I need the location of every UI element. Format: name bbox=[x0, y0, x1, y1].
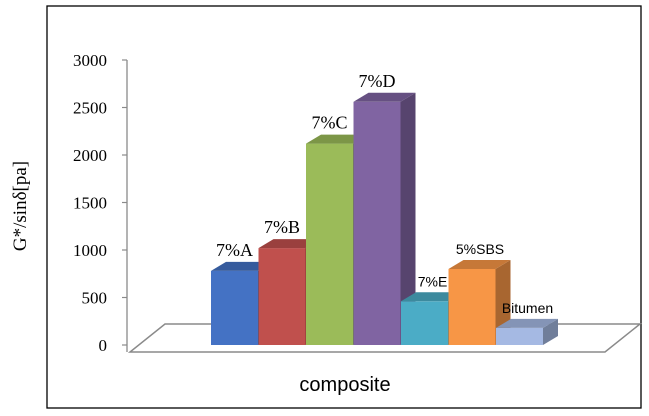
y-tick-label: 1500 bbox=[73, 194, 107, 213]
bars bbox=[211, 92, 558, 345]
bar-front bbox=[353, 101, 401, 345]
bar-top bbox=[496, 318, 558, 328]
bar-7 bbox=[496, 318, 558, 345]
bar-front bbox=[401, 301, 448, 345]
y-tick-label: 0 bbox=[99, 336, 108, 355]
bar-front bbox=[448, 269, 496, 345]
y-tick-label: 1000 bbox=[73, 241, 107, 260]
data-label-3: 7%C bbox=[312, 113, 348, 133]
bar-front bbox=[258, 248, 306, 345]
y-tick-label: 2500 bbox=[73, 99, 107, 118]
bar-side bbox=[543, 318, 558, 345]
y-tick-label: 2000 bbox=[73, 146, 107, 165]
bar-front bbox=[211, 270, 258, 345]
data-label-6: 5%SBS bbox=[456, 241, 504, 257]
bar-top bbox=[353, 92, 416, 102]
data-label-2: 7%B bbox=[264, 217, 300, 237]
bar-front bbox=[306, 143, 353, 345]
bar-top bbox=[258, 239, 321, 249]
data-label-7: Bitumen bbox=[502, 300, 553, 316]
y-axis-ticks: 0 500 1000 1500 2000 2500 3000 bbox=[73, 51, 127, 355]
data-label-1: 7%A bbox=[216, 240, 253, 260]
y-tick-label: 500 bbox=[82, 289, 108, 308]
y-tick-label: 3000 bbox=[73, 51, 107, 70]
data-label-4: 7%D bbox=[359, 71, 396, 91]
bar-top bbox=[401, 292, 463, 302]
bar-top bbox=[448, 260, 511, 269]
bar-top bbox=[306, 134, 368, 144]
data-label-5: 7%E bbox=[418, 273, 448, 289]
bar-top bbox=[211, 261, 273, 271]
bar-6 bbox=[448, 260, 511, 345]
bar-front bbox=[496, 327, 543, 345]
x-axis-label: composite bbox=[299, 374, 390, 396]
bar-side bbox=[400, 92, 416, 345]
bar-4 bbox=[353, 92, 416, 345]
data-labels: 7%A 7%B 7%C 7%D 7%E 5%SBS Bitumen bbox=[216, 71, 553, 316]
y-axis-label: G*/sinδ[pa] bbox=[10, 161, 31, 251]
